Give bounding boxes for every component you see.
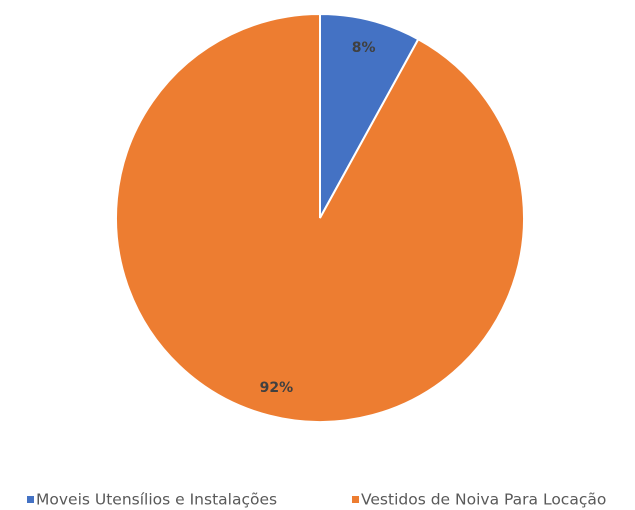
legend-swatch — [352, 496, 359, 503]
data-label: 8% — [352, 40, 376, 56]
pie-slice — [319, 12, 420, 219]
legend-swatch — [27, 496, 34, 503]
legend-label: Vestidos de Noiva Para Locação — [361, 491, 606, 509]
data-label: 92% — [260, 380, 294, 396]
legend-label: Moveis Utensílios e Instalações — [36, 491, 277, 509]
pie-slice — [115, 12, 525, 423]
